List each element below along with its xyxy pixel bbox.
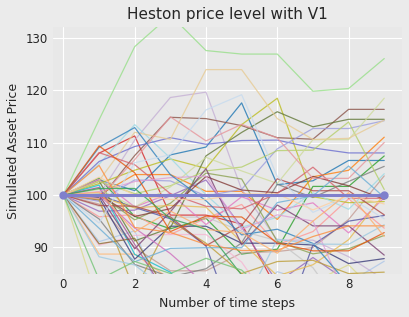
Title: Heston price level with V1: Heston price level with V1 [127, 7, 328, 22]
X-axis label: Number of time steps: Number of time steps [160, 297, 295, 310]
Y-axis label: Simulated Asset Price: Simulated Asset Price [7, 82, 20, 218]
